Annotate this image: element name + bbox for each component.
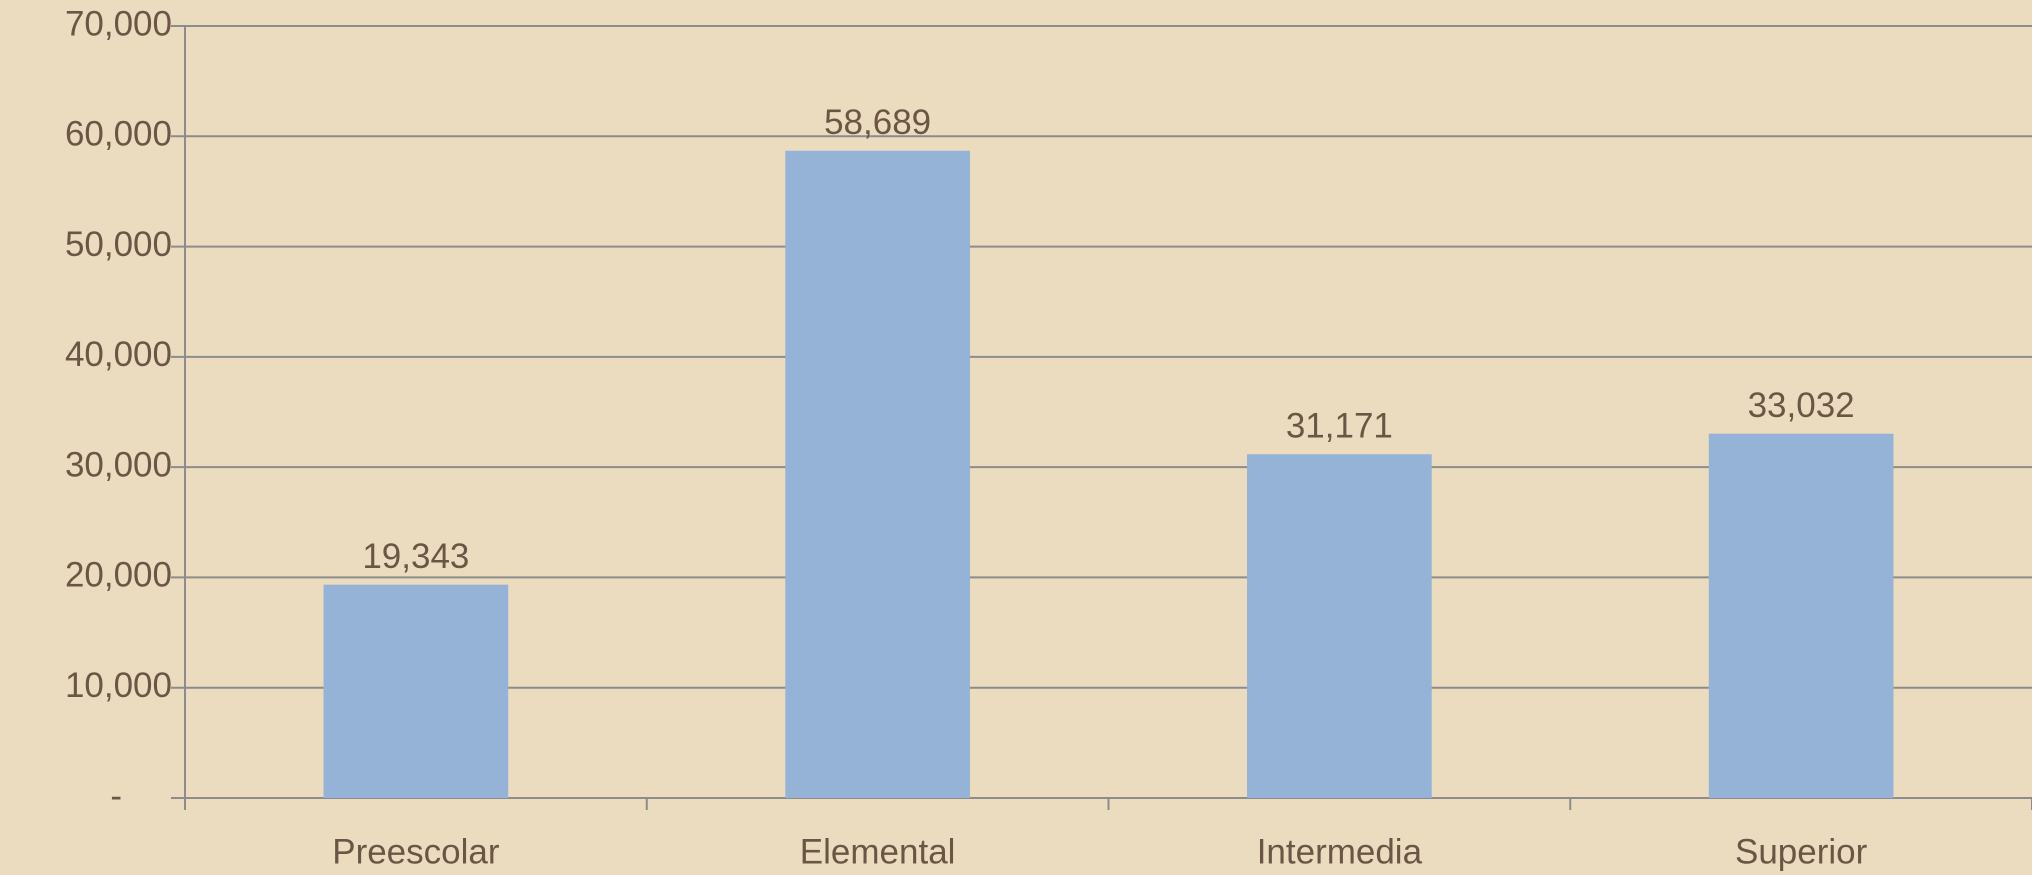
data-label: 33,032: [1748, 386, 1855, 425]
x-tick-label: Preescolar: [332, 832, 500, 871]
y-tick-label: 10,000: [65, 666, 172, 705]
x-tick-label: Superior: [1735, 832, 1868, 871]
x-tick-label: Intermedia: [1257, 832, 1423, 871]
y-tick-label: -: [110, 776, 122, 815]
y-tick-label: 50,000: [65, 225, 172, 264]
bar: [323, 584, 509, 798]
data-label: 19,343: [362, 537, 469, 576]
bar: [785, 150, 970, 799]
x-tick-label: Elemental: [800, 832, 956, 871]
data-label: 31,171: [1286, 406, 1393, 445]
y-tick-label: 70,000: [65, 4, 172, 43]
y-tick-label: 30,000: [65, 445, 172, 484]
data-label: 58,689: [824, 103, 931, 142]
y-tick-label: 20,000: [65, 556, 172, 595]
bar: [1708, 433, 1894, 798]
y-tick-label: 60,000: [65, 115, 172, 154]
y-tick-label: 40,000: [65, 335, 172, 374]
bar: [1247, 454, 1432, 798]
